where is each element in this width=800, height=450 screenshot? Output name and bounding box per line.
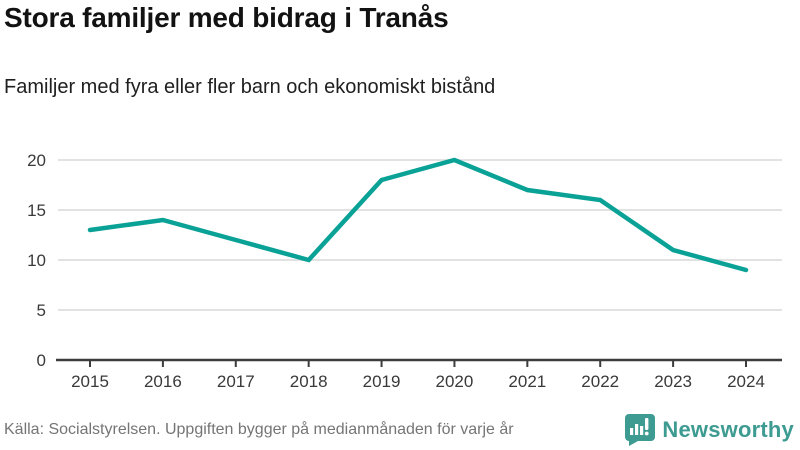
source-note: Källa: Socialstyrelsen. Uppgiften bygger… [4,421,514,438]
chart-subtitle: Familjer med fyra eller fler barn och ek… [4,76,496,98]
x-axis-tick-label: 2022 [581,372,619,391]
y-axis-tick-label: 10 [27,251,46,270]
brand-logo: Newsworthy [622,413,794,447]
brand-name: Newsworthy [662,417,794,442]
x-axis-tick-label: 2017 [217,372,255,391]
newsworthy-logo-icon [625,414,656,446]
y-axis-tick-label: 0 [37,351,46,370]
x-axis-tick-label: 2019 [363,372,401,391]
x-axis-tick-label: 2018 [290,372,328,391]
y-axis-tick-label: 5 [37,301,46,320]
footer: Källa: Socialstyrelsen. Uppgiften bygger… [4,412,794,448]
x-axis-tick-label: 2016 [144,372,182,391]
x-axis-tick-label: 2024 [727,372,765,391]
x-axis-tick-label: 2015 [71,372,109,391]
y-axis-tick-label: 15 [27,201,46,220]
x-axis-tick-label: 2020 [436,372,474,391]
line-chart: 0 5 10 15 20 2015 2016 2017 2018 2019 2020 2021 2022… [27,151,782,391]
x-axis-tick-label: 2021 [508,372,546,391]
y-axis-tick-label: 20 [27,151,46,170]
x-axis-tick-label: 2023 [654,372,692,391]
data-line-series [87,157,749,273]
chart-title: Stora familjer med bidrag i Tranås [4,2,449,33]
